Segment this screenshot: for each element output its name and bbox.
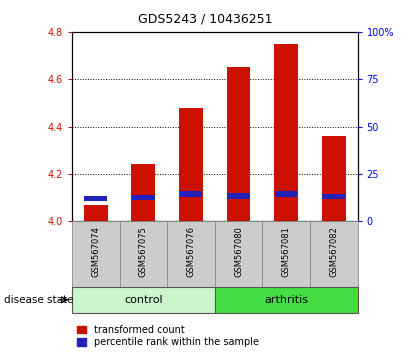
Text: GSM567080: GSM567080	[234, 227, 243, 278]
Text: control: control	[124, 295, 163, 305]
Bar	[226, 67, 250, 221]
Bar	[72, 287, 215, 313]
Bar	[120, 221, 167, 287]
Legend: transformed count, percentile rank within the sample: transformed count, percentile rank withi…	[75, 323, 261, 349]
Bar	[215, 287, 358, 313]
Bar	[179, 108, 203, 221]
Bar	[322, 136, 346, 221]
Text: arthritis: arthritis	[264, 295, 308, 305]
Text: GSM567081: GSM567081	[282, 227, 291, 278]
Bar	[180, 192, 202, 196]
Text: GSM567075: GSM567075	[139, 227, 148, 278]
Text: GSM567082: GSM567082	[329, 227, 338, 278]
Bar	[215, 221, 262, 287]
Bar	[72, 221, 120, 287]
Bar	[275, 192, 298, 196]
Bar	[262, 221, 310, 287]
Text: disease state: disease state	[4, 295, 74, 305]
Bar	[132, 195, 155, 200]
Bar	[167, 221, 215, 287]
Bar	[132, 164, 155, 221]
Bar	[274, 44, 298, 221]
Bar	[323, 194, 345, 199]
Bar	[84, 196, 107, 201]
Bar	[310, 221, 358, 287]
Bar	[227, 193, 250, 199]
Text: GSM567074: GSM567074	[91, 227, 100, 278]
Text: GDS5243 / 10436251: GDS5243 / 10436251	[138, 12, 273, 25]
Bar	[84, 205, 108, 221]
Text: GSM567076: GSM567076	[187, 227, 196, 278]
